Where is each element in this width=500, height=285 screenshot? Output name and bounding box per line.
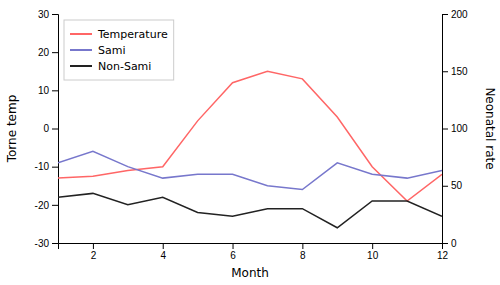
y-axis-title: Torne temp (5, 95, 19, 164)
tick-label: 0 (43, 123, 49, 134)
tick-mark (52, 167, 58, 168)
tick: 10 (38, 85, 58, 96)
legend-box (64, 20, 174, 80)
tick-mark (163, 243, 164, 249)
tick: 12 (437, 243, 449, 261)
tick-mark (442, 71, 448, 72)
tick-label: 50 (451, 180, 463, 191)
x-axis-title: Month (231, 266, 269, 280)
chart: 2 4 6 8 10 12 -30 -20 -10 0 10 20 30 0 50 100 150 200 Temp… (0, 0, 500, 285)
tick-mark (302, 243, 303, 249)
tick-label: 0 (451, 238, 457, 249)
legend-swatch (70, 49, 92, 51)
tick: 30 (38, 9, 58, 20)
tick-mark (93, 243, 94, 249)
tick: 0 (442, 238, 457, 249)
tick-label: 10 (38, 85, 50, 96)
tick-mark (442, 243, 448, 244)
tick-label: 100 (451, 123, 468, 134)
legend-label: Temperature (97, 28, 168, 41)
tick-mark (52, 14, 58, 15)
legend-item: Temperature (70, 28, 168, 41)
tick: 2 (91, 243, 97, 261)
tick-mark (52, 129, 58, 130)
tick: 0 (43, 123, 58, 134)
tick: -20 (35, 200, 58, 211)
tick-mark (372, 243, 373, 249)
tick: 8 (300, 243, 306, 261)
tick-label: 10 (367, 250, 379, 261)
legend-swatch (70, 33, 92, 35)
tick-label: -10 (35, 161, 50, 172)
plot: 2 4 6 8 10 12 -30 -20 -10 0 10 20 30 0 50 100 150 200 Temp… (35, 9, 469, 261)
series-line (58, 151, 442, 189)
tick-label: 6 (230, 250, 236, 261)
tick-label: -20 (35, 200, 50, 211)
tick-mark (52, 90, 58, 91)
tick: 150 (442, 66, 468, 77)
tick-label: 4 (160, 250, 166, 261)
tick-mark (233, 243, 234, 249)
tick-mark (442, 129, 448, 130)
tick-label: 8 (300, 250, 306, 261)
y2-axis-title: Neonatal rate (483, 87, 497, 169)
y-axis: -30 -20 -10 0 10 20 30 (35, 9, 59, 249)
tick-mark (442, 14, 448, 15)
tick-label: 2 (91, 250, 97, 261)
axis-domain (52, 15, 59, 244)
tick: 20 (38, 47, 58, 58)
lines (58, 71, 442, 227)
legend-label: Non-Sami (98, 60, 151, 73)
axis-domain (443, 15, 449, 244)
tick-mark (52, 243, 58, 244)
tick: 200 (442, 9, 468, 20)
tick: 10 (367, 243, 379, 261)
tick-label: 30 (38, 9, 50, 20)
axis-domain (59, 244, 443, 250)
legend: Temperature Sami Non-Sami (64, 20, 174, 80)
tick-mark (52, 52, 58, 53)
tick: 100 (442, 123, 468, 134)
tick: -10 (35, 161, 58, 172)
legend-item: Sami (70, 44, 126, 57)
series-line (58, 71, 442, 201)
tick: 4 (160, 243, 166, 261)
tick-label: 200 (451, 9, 468, 20)
tick-label: 150 (451, 66, 468, 77)
tick-mark (52, 205, 58, 206)
tick-mark (442, 186, 448, 187)
legend-swatch (70, 65, 92, 67)
legend-item: Non-Sami (70, 60, 151, 73)
tick: -30 (35, 238, 58, 249)
tick-label: 12 (437, 250, 449, 261)
x-axis: 2 4 6 8 10 12 (59, 243, 449, 261)
series-line (58, 193, 442, 227)
tick: 50 (442, 180, 463, 191)
legend-label: Sami (98, 44, 126, 57)
tick: 6 (230, 243, 236, 261)
tick-label: 20 (38, 47, 50, 58)
y2-axis: 0 50 100 150 200 (442, 9, 468, 249)
tick-label: -30 (35, 238, 50, 249)
